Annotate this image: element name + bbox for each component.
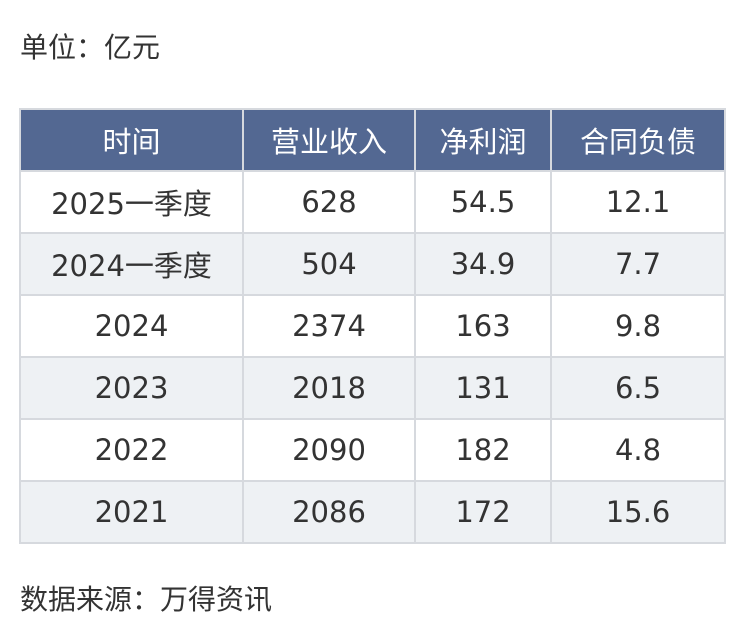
cell-time: 2023 xyxy=(19,356,244,420)
cell-time: 2024 xyxy=(19,294,244,358)
cell-contract-liabilities: 12.1 xyxy=(550,170,726,234)
cell-contract-liabilities: 9.8 xyxy=(550,294,726,358)
cell-contract-liabilities: 7.7 xyxy=(550,232,726,296)
table-row: 2021 2086 172 15.6 xyxy=(19,480,726,544)
table-row: 2023 2018 131 6.5 xyxy=(19,356,726,420)
cell-time: 2025一季度 xyxy=(19,170,244,234)
financial-data-table: 时间 营业收入 净利润 合同负债 2025一季度 628 54.5 12.1 2… xyxy=(19,108,726,544)
cell-time: 2021 xyxy=(19,480,244,544)
data-source-label: 数据来源：万得资讯 xyxy=(20,583,273,616)
cell-net-profit: 182 xyxy=(414,418,552,482)
cell-net-profit: 54.5 xyxy=(414,170,552,234)
cell-contract-liabilities: 6.5 xyxy=(550,356,726,420)
cell-contract-liabilities: 15.6 xyxy=(550,480,726,544)
cell-time: 2024一季度 xyxy=(19,232,244,296)
cell-net-profit: 131 xyxy=(414,356,552,420)
cell-revenue: 2086 xyxy=(242,480,416,544)
cell-time: 2022 xyxy=(19,418,244,482)
table-row: 2025一季度 628 54.5 12.1 xyxy=(19,170,726,234)
table-row: 2024 2374 163 9.8 xyxy=(19,294,726,358)
table-row: 2024一季度 504 34.9 7.7 xyxy=(19,232,726,296)
cell-revenue: 2018 xyxy=(242,356,416,420)
cell-revenue: 2090 xyxy=(242,418,416,482)
cell-net-profit: 34.9 xyxy=(414,232,552,296)
cell-revenue: 504 xyxy=(242,232,416,296)
cell-revenue: 2374 xyxy=(242,294,416,358)
unit-label: 单位：亿元 xyxy=(20,31,161,64)
column-header-revenue: 营业收入 xyxy=(242,108,416,172)
column-header-contract-liabilities: 合同负债 xyxy=(550,108,726,172)
table-header-row: 时间 营业收入 净利润 合同负债 xyxy=(19,108,726,172)
cell-revenue: 628 xyxy=(242,170,416,234)
cell-contract-liabilities: 4.8 xyxy=(550,418,726,482)
cell-net-profit: 172 xyxy=(414,480,552,544)
column-header-time: 时间 xyxy=(19,108,244,172)
cell-net-profit: 163 xyxy=(414,294,552,358)
column-header-net-profit: 净利润 xyxy=(414,108,552,172)
table-row: 2022 2090 182 4.8 xyxy=(19,418,726,482)
